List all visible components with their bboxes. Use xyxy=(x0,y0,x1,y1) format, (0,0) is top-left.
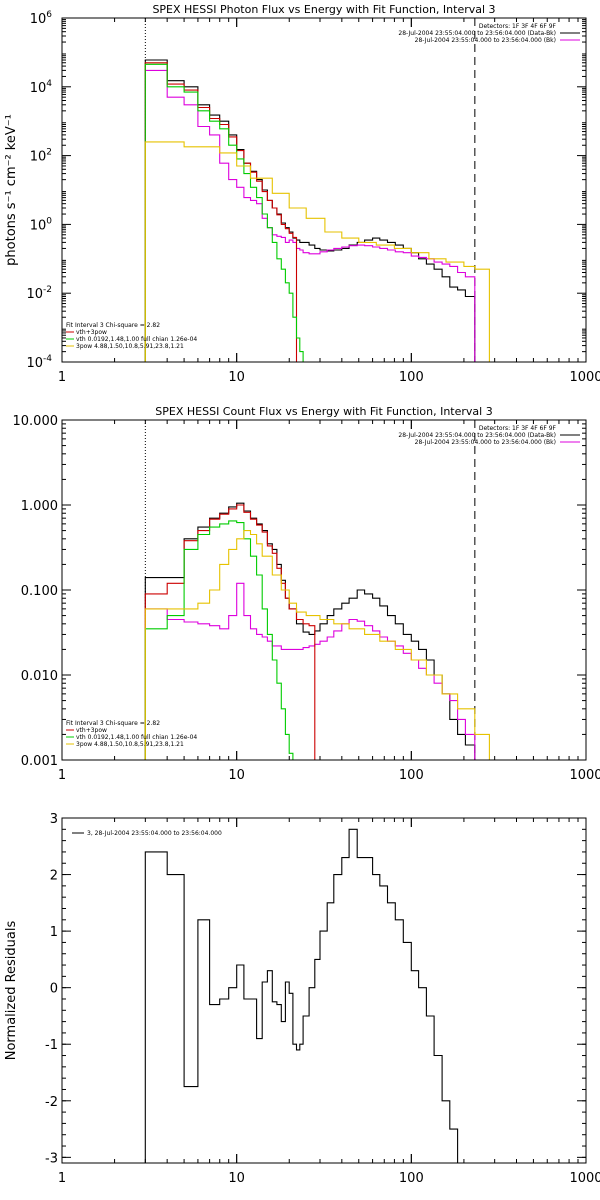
data-series-group xyxy=(144,502,490,760)
legend-bottom-entry: vth+3pow xyxy=(76,727,107,734)
series-vth xyxy=(144,520,294,760)
x-tick-label: 100 xyxy=(399,1171,424,1186)
legend-top-entry: 3, 28-Jul-2004 23:55:04.000 to 23:56:04.… xyxy=(87,830,222,837)
legend-bottom-entry: 3pow 4.88,1.50,10.8,5.91,23.8,1.21 xyxy=(76,741,184,748)
x-tick-label: 1 xyxy=(58,370,66,385)
y-tick-label: 2 xyxy=(50,869,58,884)
series-bk xyxy=(144,582,476,760)
y-tick-label: 10.000 xyxy=(13,414,59,429)
y-tick-label: 3 xyxy=(50,812,58,827)
series-3pow xyxy=(144,530,490,760)
y-tick-label: 0.001 xyxy=(21,754,58,769)
legend-bottom-entry: Fit Interval 3 Chi-square = 2.82 xyxy=(66,322,160,329)
x-tick-label: 10 xyxy=(228,370,245,385)
y-tick-label: -1 xyxy=(45,1038,58,1053)
legend-top-entry: 28-Jul-2004 23:55:04.000 to 23:56:04.000… xyxy=(398,30,556,37)
x-tick-label: 1000 xyxy=(569,1171,600,1186)
x-tick-label: 1 xyxy=(58,1171,66,1186)
y-tick-label: 1.000 xyxy=(21,499,58,514)
legend-bottom-entry: Fit Interval 3 Chi-square = 2.82 xyxy=(66,720,160,727)
legend-bottom-entry: 3pow 4.88,1.50,10.8,5.91,23.8,1.21 xyxy=(76,343,184,350)
chart-title: SPEX HESSI Photon Flux vs Energy with Fi… xyxy=(152,3,495,16)
plot-frame xyxy=(61,817,587,1164)
legend-bottom-entry: vth 0.0192,1.48,1.00 full chian 1.26e-04 xyxy=(76,734,197,741)
y-tick-label: 0.010 xyxy=(21,669,58,684)
legend-top-entry: 28-Jul-2004 23:55:04.000 to 23:56:04.000… xyxy=(415,37,556,44)
x-tick-label: 100 xyxy=(399,768,424,783)
y-tick-label: 0.100 xyxy=(21,584,58,599)
series-vth-3pow xyxy=(144,62,298,362)
legend-top-entry: Detectors: 1F 3F 4F 6F 9F xyxy=(479,23,557,30)
chart-resid: 1 10 100 1000 -3 -2 -1 0 1 2 3 Normalized Residuals… xyxy=(4,812,600,1186)
x-tick-label: 10 xyxy=(228,1171,245,1186)
series-data-bk xyxy=(144,502,476,760)
data-series-group xyxy=(144,828,459,1163)
x-tick-label: 1 xyxy=(58,768,66,783)
legend-top-entry: 28-Jul-2004 23:55:04.000 to 23:56:04.000… xyxy=(398,432,556,439)
y-tick-label: 1 xyxy=(50,925,58,940)
y-tick-label: 102 xyxy=(30,148,52,165)
legend-top-entry: 28-Jul-2004 23:55:04.000 to 23:56:04.000… xyxy=(415,439,556,446)
data-series-group xyxy=(144,59,490,362)
x-tick-label: 100 xyxy=(399,370,424,385)
x-tick-label: 10 xyxy=(228,768,245,783)
chart-title: SPEX HESSI Count Flux vs Energy with Fit… xyxy=(155,405,492,418)
series-vth xyxy=(144,63,304,362)
x-tick-label: 1000 xyxy=(569,768,600,783)
y-tick-label: -3 xyxy=(45,1151,58,1166)
legend-bottom-entry: vth 0.0192,1.48,1.00 full chian 1.26e-04 xyxy=(76,336,197,343)
chart-count: SPEX HESSI Count Flux vs Energy with Fit… xyxy=(13,405,600,783)
series-data-bk xyxy=(144,59,476,362)
y-tick-label: -2 xyxy=(45,1095,58,1110)
legend-bottom-entry: vth+3pow xyxy=(76,329,107,336)
plot-frame xyxy=(61,17,587,363)
y-tick-label: 10-2 xyxy=(26,285,52,302)
y-tick-label: 106 xyxy=(30,10,53,27)
y-tick-label: 100 xyxy=(30,216,53,233)
plot-frame xyxy=(61,419,587,761)
y-axis-label: Normalized Residuals xyxy=(4,921,19,1061)
legend-top-entry: Detectors: 1F 3F 4F 6F 9F xyxy=(479,425,557,432)
y-tick-label: 104 xyxy=(30,79,53,96)
x-tick-label: 1000 xyxy=(569,370,600,385)
y-tick-label: 10-4 xyxy=(26,354,52,371)
series-3-28-jul-2004-23-55-04-000-to-23-56-04-000 xyxy=(144,828,459,1163)
chart-photon: SPEX HESSI Photon Flux vs Energy with Fi… xyxy=(4,3,600,385)
series-bk xyxy=(144,69,476,362)
series-3pow xyxy=(144,141,490,362)
y-axis-label: photons s⁻¹ cm⁻² keV⁻¹ xyxy=(4,114,19,266)
series-vth-3pow xyxy=(144,504,316,760)
y-tick-label: 0 xyxy=(50,982,58,997)
